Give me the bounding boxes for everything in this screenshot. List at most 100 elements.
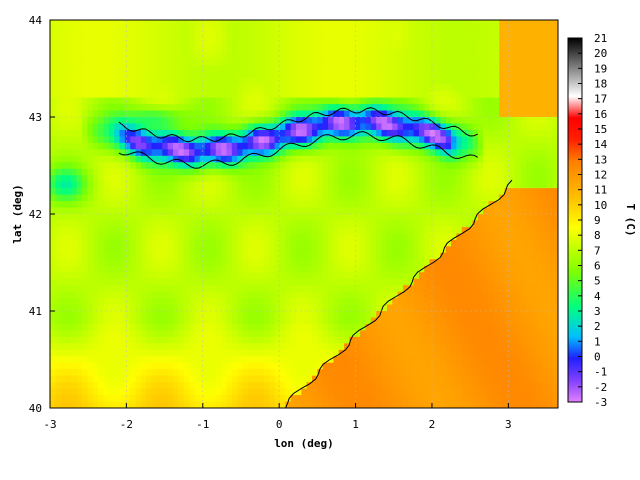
heatmap-cell	[269, 291, 276, 299]
heatmap-cell	[189, 259, 195, 267]
heatmap-cell	[541, 45, 548, 53]
heatmap-cell	[162, 214, 169, 222]
heatmap-cell	[525, 110, 532, 118]
heatmap-cell	[386, 207, 393, 215]
heatmap-cell	[231, 110, 238, 118]
heatmap-cell	[483, 52, 490, 60]
heatmap-cell	[360, 149, 367, 157]
heatmap-cell	[290, 207, 297, 215]
heatmap-cell	[322, 104, 329, 112]
heatmap-cell	[381, 265, 388, 273]
heatmap-cell	[322, 26, 329, 34]
heatmap-cell	[263, 220, 270, 228]
heatmap-cell	[525, 117, 532, 125]
heatmap-cell	[402, 45, 409, 53]
heatmap-cell	[483, 175, 490, 183]
heatmap-cell	[338, 142, 345, 150]
heatmap-cell	[226, 26, 233, 34]
heatmap-cell	[306, 343, 313, 351]
heatmap-cell	[237, 91, 244, 99]
heatmap-cell	[408, 285, 415, 293]
heatmap-cell	[114, 104, 121, 112]
heatmap-cell	[451, 317, 457, 325]
heatmap-cell	[263, 239, 270, 247]
heatmap-cell	[472, 45, 479, 53]
heatmap-cell	[87, 110, 94, 118]
heatmap-cell	[71, 265, 78, 273]
heatmap-cell	[162, 110, 169, 118]
heatmap-cell	[172, 136, 179, 144]
heatmap-cell	[451, 336, 457, 344]
heatmap-cell	[408, 194, 415, 202]
heatmap-cell	[66, 343, 72, 351]
heatmap-cell	[258, 336, 265, 344]
heatmap-cell	[135, 233, 142, 241]
heatmap-cell	[247, 78, 254, 86]
heatmap-cell	[499, 349, 506, 357]
heatmap-cell	[493, 181, 500, 189]
heatmap-cell	[370, 272, 377, 280]
heatmap-cell	[402, 330, 409, 338]
heatmap-cell	[381, 207, 388, 215]
heatmap-cell	[456, 252, 463, 260]
heatmap-cell	[499, 104, 506, 112]
heatmap-cell	[140, 201, 147, 209]
heatmap-cell	[525, 39, 532, 47]
heatmap-cell	[477, 142, 484, 150]
heatmap-cell	[381, 58, 388, 66]
heatmap-cell	[365, 311, 372, 319]
heatmap-cell	[338, 336, 345, 344]
heatmap-cell	[402, 162, 409, 170]
heatmap-cell	[344, 252, 351, 260]
heatmap-cell	[114, 311, 121, 319]
heatmap-cell	[247, 71, 254, 79]
heatmap-cell	[50, 58, 56, 66]
heatmap-cell	[178, 39, 185, 47]
heatmap-cell	[162, 155, 169, 163]
heatmap-cell	[456, 188, 463, 196]
heatmap-cell	[60, 168, 67, 176]
heatmap-cell	[247, 97, 254, 105]
heatmap-cell	[440, 129, 447, 137]
heatmap-cell	[328, 162, 335, 170]
heatmap-cell	[130, 97, 137, 105]
heatmap-cell	[301, 220, 308, 228]
heatmap-cell	[263, 20, 270, 28]
heatmap-cell	[210, 201, 217, 209]
heatmap-cell	[194, 214, 201, 222]
heatmap-cell	[344, 336, 351, 344]
heatmap-cell	[146, 71, 153, 79]
heatmap-cell	[167, 104, 174, 112]
heatmap-cell	[440, 330, 447, 338]
heatmap-cell	[55, 233, 62, 241]
heatmap-cell	[376, 78, 383, 86]
heatmap-cell	[525, 214, 532, 222]
heatmap-cell	[279, 298, 286, 306]
heatmap-cell	[76, 52, 83, 60]
heatmap-cell	[317, 181, 324, 189]
heatmap-cell	[531, 285, 538, 293]
heatmap-cell	[247, 259, 254, 267]
heatmap-cell	[146, 317, 153, 325]
heatmap-cell	[98, 246, 105, 254]
heatmap-cell	[365, 136, 372, 144]
heatmap-cell	[274, 123, 281, 131]
heatmap-cell	[76, 278, 83, 286]
heatmap-cell	[269, 311, 276, 319]
heatmap-cell	[231, 343, 238, 351]
heatmap-cell	[50, 252, 56, 260]
heatmap-cell	[87, 117, 94, 125]
heatmap-cell	[194, 349, 201, 357]
heatmap-cell	[242, 20, 249, 28]
heatmap-cell	[301, 97, 308, 105]
heatmap-cell	[194, 272, 201, 280]
heatmap-cell	[66, 91, 72, 99]
heatmap-cell	[445, 117, 452, 125]
heatmap-cell	[418, 181, 425, 189]
heatmap-cell	[60, 97, 67, 105]
heatmap-cell	[354, 91, 361, 99]
heatmap-cell	[226, 291, 233, 299]
heatmap-cell	[140, 291, 147, 299]
heatmap-cell	[156, 45, 163, 53]
heatmap-cell	[531, 207, 538, 215]
